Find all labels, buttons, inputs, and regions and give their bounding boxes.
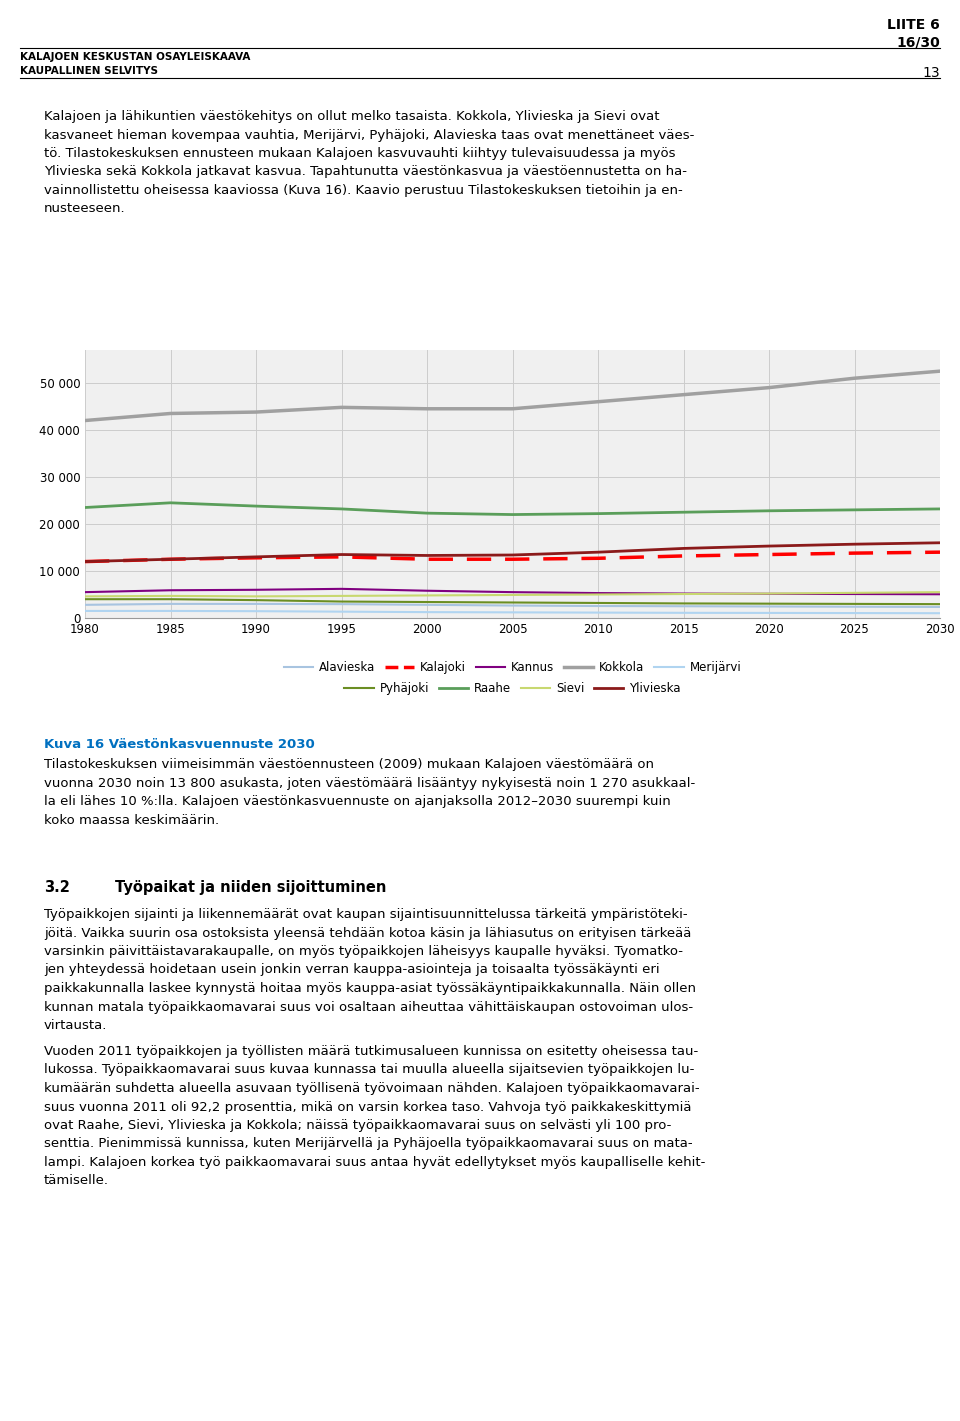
Text: Työpaikat ja niiden sijoittuminen: Työpaikat ja niiden sijoittuminen	[115, 880, 386, 895]
Text: Työpaikkojen sijainti ja liikennemäärät ovat kaupan sijaintisuunnittelussa tärke: Työpaikkojen sijainti ja liikennemäärät …	[44, 908, 696, 1032]
Text: Vuoden 2011 työpaikkojen ja työllisten määrä tutkimusalueen kunnissa on esitetty: Vuoden 2011 työpaikkojen ja työllisten m…	[44, 1044, 706, 1188]
Text: Kuva 16 Väestönkasvuennuste 2030: Kuva 16 Väestönkasvuennuste 2030	[44, 737, 315, 752]
Text: 13: 13	[923, 65, 940, 80]
Text: KAUPALLINEN SELVITYS: KAUPALLINEN SELVITYS	[20, 65, 158, 75]
Legend: Pyhäjoki, Raahe, Sievi, Ylivieska: Pyhäjoki, Raahe, Sievi, Ylivieska	[340, 678, 685, 701]
Text: LIITE 6: LIITE 6	[887, 18, 940, 33]
Text: KALAJOEN KESKUSTAN OSAYLEISKAAVA: KALAJOEN KESKUSTAN OSAYLEISKAAVA	[20, 53, 251, 63]
Text: Kalajoen ja lähikuntien väestökehitys on ollut melko tasaista. Kokkola, Yliviesk: Kalajoen ja lähikuntien väestökehitys on…	[44, 109, 694, 216]
Text: 3.2: 3.2	[44, 880, 70, 895]
Text: 16/30: 16/30	[897, 36, 940, 48]
Text: Tilastokeskuksen viimeisimmän väestöennusteen (2009) mukaan Kalajoen väestömäärä: Tilastokeskuksen viimeisimmän väestöennu…	[44, 757, 695, 827]
